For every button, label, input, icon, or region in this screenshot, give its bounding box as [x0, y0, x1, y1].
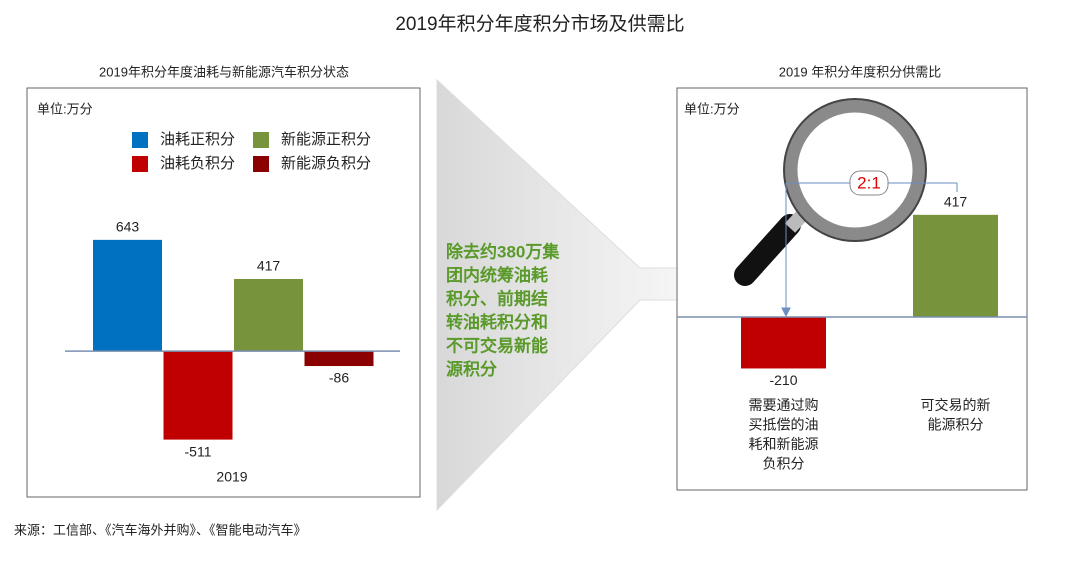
- left-title: 2019年积分年度油耗与新能源汽车积分状态: [99, 64, 349, 79]
- funnel-text: 积分、前期结: [446, 288, 548, 308]
- legend-label: 新能源负积分: [281, 155, 371, 172]
- source: 来源：工信部、《汽车海外并购》、《智能电动汽车》: [14, 522, 307, 537]
- right-title: 2019 年积分年度积分供需比: [779, 64, 942, 79]
- funnel-text: 团内统筹油耗: [446, 265, 548, 285]
- legend-swatch: [253, 132, 269, 148]
- legend-swatch: [132, 156, 148, 172]
- funnel-text: 源积分: [446, 359, 497, 379]
- bar: [741, 317, 826, 369]
- magnifier: [734, 98, 927, 286]
- legend-swatch: [253, 156, 269, 172]
- legend-label: 油耗负积分: [160, 155, 235, 172]
- unit-label: 单位:万分: [37, 101, 93, 116]
- category-label: 可交易的新能源积分: [921, 397, 991, 433]
- legend-swatch: [132, 132, 148, 148]
- legend-label: 油耗正积分: [160, 131, 235, 148]
- bar: [163, 351, 233, 440]
- legend-label: 新能源正积分: [281, 131, 371, 148]
- page-title: 2019年积分年度积分市场及供需比: [395, 13, 684, 35]
- ratio-label: 2:1: [857, 173, 881, 192]
- value-label: 417: [257, 258, 281, 274]
- bar: [304, 351, 374, 367]
- value-label: -511: [185, 443, 212, 459]
- funnel-text: 除去约380万集: [446, 241, 560, 261]
- bar: [913, 214, 998, 317]
- funnel-text: 不可交易新能: [446, 335, 548, 355]
- bar: [93, 239, 162, 352]
- x-tick-label: 2019: [216, 469, 247, 485]
- value-label: -86: [329, 370, 349, 386]
- value-label: -210: [769, 372, 797, 388]
- funnel-text: 转油耗积分和: [446, 312, 548, 332]
- bar: [234, 278, 303, 352]
- value-label: 643: [116, 219, 140, 235]
- unit-label: 单位:万分: [684, 101, 740, 116]
- category-label: 需要通过购买抵偿的油耗和新能源负积分: [749, 397, 819, 472]
- ratio-box: [849, 170, 889, 196]
- value-label: 417: [944, 194, 968, 210]
